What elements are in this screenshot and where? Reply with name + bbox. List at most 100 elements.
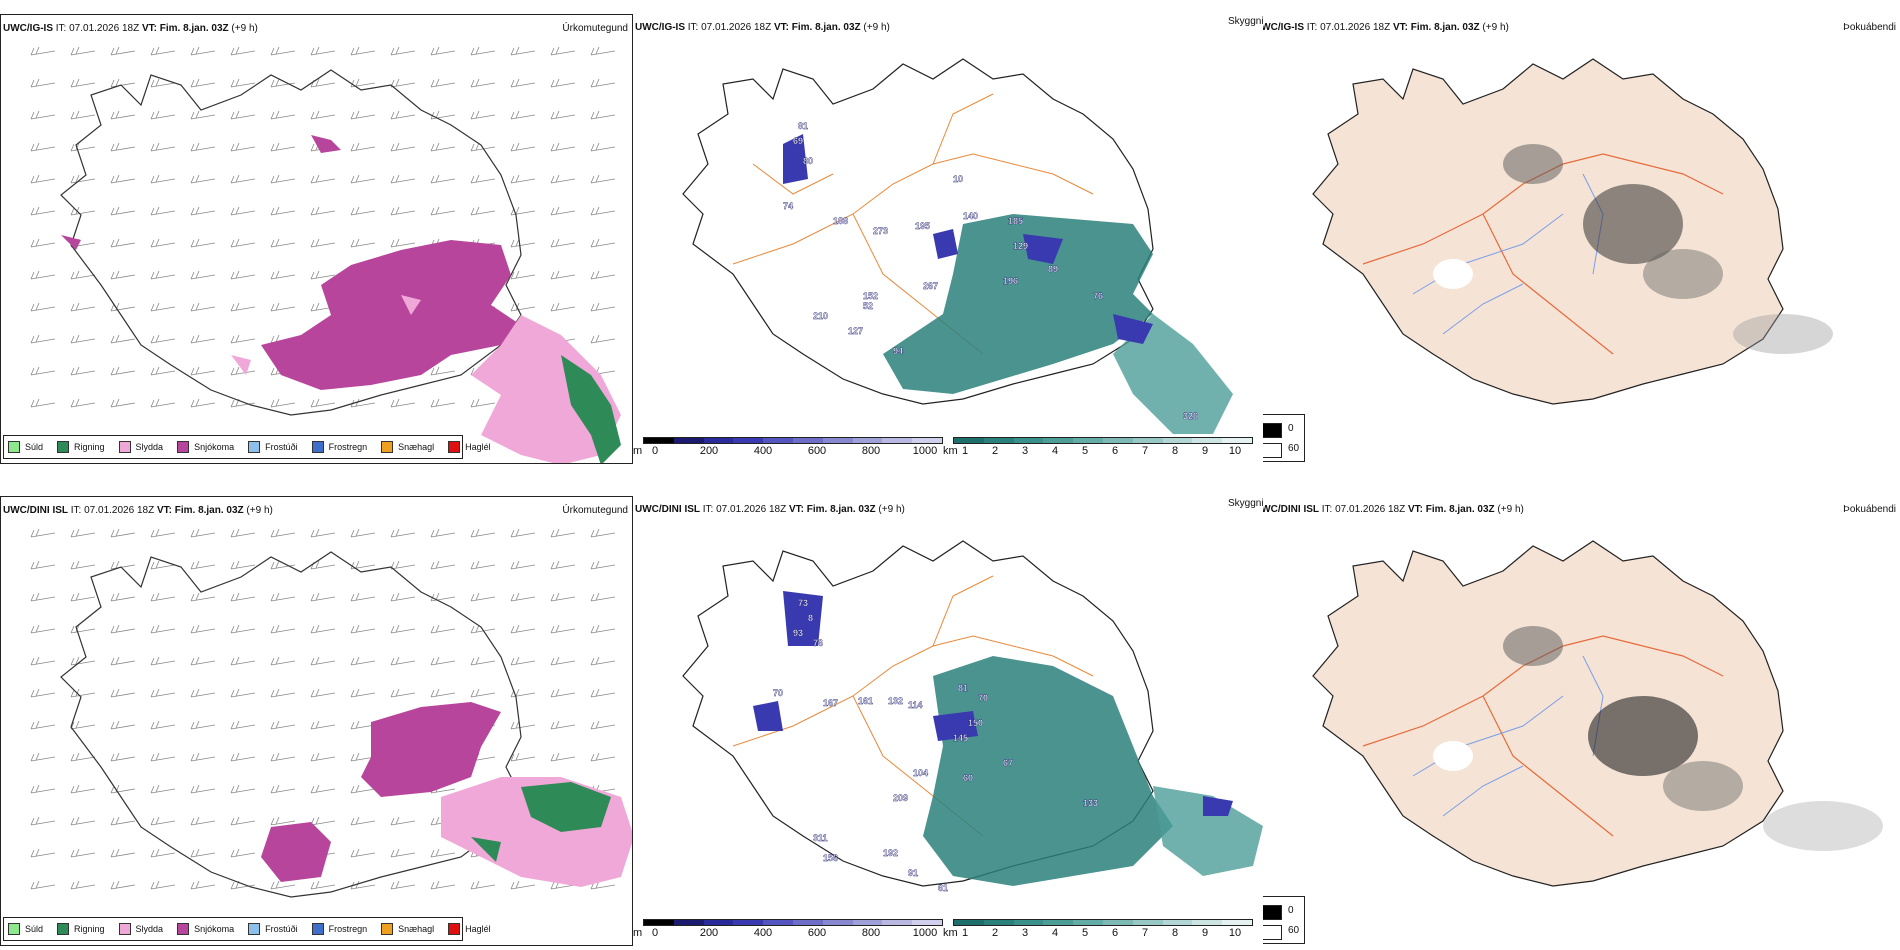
wind-barb (390, 206, 416, 216)
wind-barb (550, 752, 576, 762)
fog-index-area (1643, 249, 1723, 299)
wind-barb (310, 720, 336, 730)
wind-barb (430, 46, 456, 56)
wind-barb (190, 592, 216, 602)
wind-barb (150, 880, 176, 890)
wind-barb (550, 302, 576, 312)
wind-barb (470, 398, 496, 408)
wind-barb (190, 334, 216, 344)
wind-barb (310, 656, 336, 666)
wind-barb (70, 174, 96, 184)
wind-barb (30, 560, 56, 570)
wind-barb (70, 334, 96, 344)
cloud-base-label: 81 (958, 683, 968, 693)
wind-barb (310, 752, 336, 762)
iceland-coastline (60, 69, 522, 416)
wind-barb (150, 816, 176, 826)
colorbar-tick: 800 (861, 927, 881, 939)
wind-barb (110, 528, 136, 538)
low-cloud-area (753, 591, 1233, 816)
cloud-base-label: 196 (1003, 276, 1018, 286)
wind-barb (590, 206, 616, 216)
model-name: UWC/IG-IS (3, 23, 53, 34)
colorbar-step (1192, 438, 1223, 443)
legend-label: Rigning (74, 924, 105, 934)
colorbar-swatches (953, 919, 1253, 926)
cloud-base-label: 152 (863, 291, 878, 301)
colorbar-step (763, 920, 793, 925)
wind-barb (550, 110, 576, 120)
legend-item: Snjókoma (177, 441, 234, 453)
colorbar-step (644, 438, 674, 443)
wind-barb (430, 592, 456, 602)
legend-swatch (248, 441, 261, 453)
wind-barb (430, 206, 456, 216)
fog-index-area (1663, 761, 1743, 811)
wind-barb (230, 366, 256, 376)
wind-barb (190, 624, 216, 634)
wind-barb (510, 174, 536, 184)
wind-barb (150, 78, 176, 88)
precip-map-1 (30, 46, 621, 463)
wind-barb (270, 752, 296, 762)
colorbar-tick: 3 (1021, 927, 1029, 939)
colorbar-unit: m (633, 927, 643, 939)
colorbar-step (1132, 438, 1163, 443)
wind-barb (190, 270, 216, 280)
valid-time: VT: Fim. 8.jan. 03Z (156, 505, 244, 516)
valid-time: VT: Fim. 8.jan. 03Z (788, 504, 876, 515)
visibility-area-sea (1153, 786, 1263, 876)
wind-barb (190, 366, 216, 376)
wind-barb (270, 46, 296, 56)
wind-barb (230, 238, 256, 248)
colorbar-tick: 600 (807, 927, 827, 939)
wind-barb (310, 688, 336, 698)
iceland-land (1312, 58, 1784, 405)
wind-barb (70, 142, 96, 152)
wind-barb (150, 46, 176, 56)
valid-time: VT: Fim. 8.jan. 03Z (1392, 22, 1480, 33)
visibility-colorbar: km 1 2 3 4 5 6 7 8 9 10 (943, 437, 1253, 461)
wind-barb (310, 398, 336, 408)
wind-barb (270, 816, 296, 826)
wind-barb (270, 238, 296, 248)
precip-type-panel-2: UWC/DINI ISL IT: 07.01.2026 18Z VT: Fim.… (0, 496, 633, 946)
lead-time: (+9 h) (860, 22, 890, 33)
wind-barb (110, 816, 136, 826)
colorbar-tick: 200 (699, 445, 719, 457)
colorbar-tick: 1000 (912, 445, 938, 457)
wind-barb (230, 302, 256, 312)
wind-barb (70, 752, 96, 762)
colorbar-tick: 400 (753, 445, 773, 457)
wind-barb (230, 816, 256, 826)
wind-barb (150, 592, 176, 602)
cloud-base-label: 91 (908, 868, 918, 878)
colorbar-unit: km (943, 445, 958, 457)
colorbar-tick: 0 (651, 445, 659, 457)
wind-barb (70, 688, 96, 698)
wind-barb (390, 174, 416, 184)
wind-barb (230, 270, 256, 280)
colorbar-step (1162, 438, 1193, 443)
legend-item: Frostúði (248, 441, 298, 453)
wind-barb (230, 110, 256, 120)
wind-barb (110, 656, 136, 666)
wind-barb (70, 110, 96, 120)
precip-map-2 (30, 528, 632, 898)
colorbar-step (1043, 438, 1074, 443)
cloud-base-label: 145 (953, 733, 968, 743)
cloud-base-label: 150 (968, 718, 983, 728)
wind-barb (270, 398, 296, 408)
wind-barb (350, 174, 376, 184)
legend-item: Frostregn (311, 923, 367, 935)
fog-scale-label: 60 (1288, 443, 1300, 454)
wind-barb (230, 592, 256, 602)
wind-barb (430, 366, 456, 376)
legend-label: Snæhagl (398, 442, 435, 452)
legend-item: Rigning (57, 441, 105, 453)
cloud-base-label: 156 (823, 853, 838, 863)
wind-barb (470, 78, 496, 88)
iceland-coastline (60, 551, 522, 898)
fog-index-area (1763, 801, 1883, 851)
